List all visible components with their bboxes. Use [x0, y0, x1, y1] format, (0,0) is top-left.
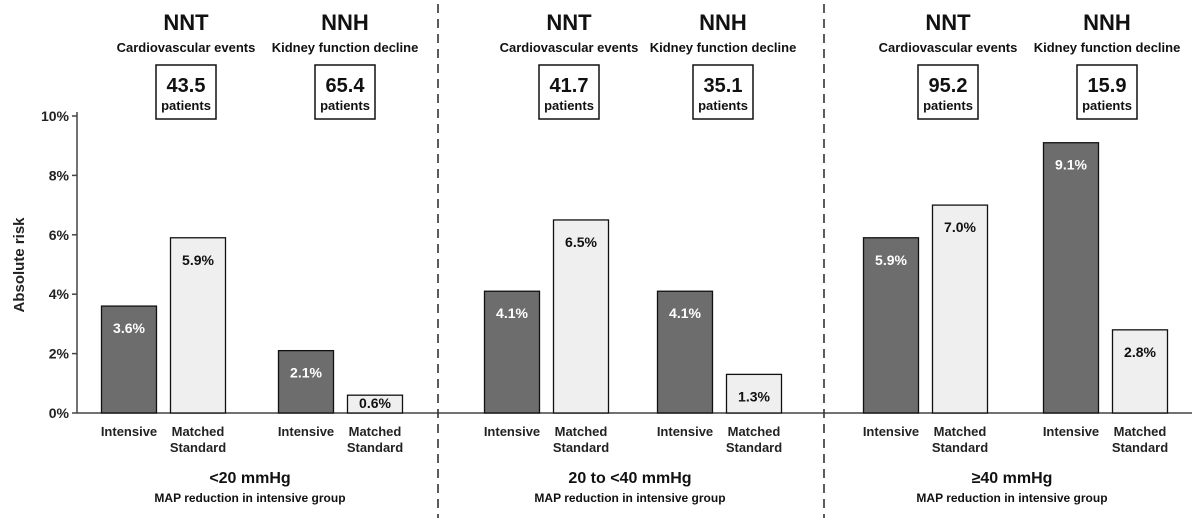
number-unit: patients — [923, 98, 973, 113]
bar-matched-standard — [725, 373, 783, 414]
bar-intensive — [277, 349, 335, 414]
y-tick-label: 4% — [49, 286, 70, 302]
number-box — [538, 64, 600, 120]
number-box — [1076, 64, 1138, 120]
metric-heading: NNT — [925, 10, 971, 35]
x-category-label: Intensive — [1043, 424, 1099, 439]
number-unit: patients — [544, 98, 594, 113]
x-category-label: Standard — [170, 440, 226, 455]
y-tick-label: 8% — [49, 167, 70, 183]
bar-matched-standard — [1111, 329, 1169, 414]
bar-value-label: 9.1% — [1055, 157, 1087, 173]
group-label: <20 mmHg — [209, 470, 290, 487]
metric-heading: NNH — [1083, 10, 1131, 35]
x-category-label: Standard — [1112, 440, 1168, 455]
x-category-label: Intensive — [863, 424, 919, 439]
y-tick-label: 2% — [49, 346, 70, 362]
group-label: ≥40 mmHg — [972, 470, 1053, 487]
y-tick-label: 10% — [41, 108, 70, 124]
group-sublabel: MAP reduction in intensive group — [916, 491, 1107, 505]
outcome-heading: Cardiovascular events — [117, 40, 256, 55]
x-category-label: Matched — [934, 424, 987, 439]
group-sublabel: MAP reduction in intensive group — [154, 491, 345, 505]
bar-matched-standard — [169, 237, 227, 414]
outcome-heading: Cardiovascular events — [500, 40, 639, 55]
number-box — [917, 64, 979, 120]
number-box — [314, 64, 376, 120]
group-sublabel: MAP reduction in intensive group — [534, 491, 725, 505]
x-category-label: Matched — [172, 424, 225, 439]
number-value: 65.4 — [326, 75, 366, 97]
outcome-heading: Cardiovascular events — [879, 40, 1018, 55]
x-category-label: Matched — [728, 424, 781, 439]
group-label: 20 to <40 mmHg — [568, 470, 691, 487]
number-box — [155, 64, 217, 120]
bar-value-label: 2.1% — [290, 365, 322, 381]
x-category-label: Standard — [553, 440, 609, 455]
metric-heading: NNT — [546, 10, 592, 35]
metric-heading: NNH — [321, 10, 369, 35]
bar-value-label: 4.1% — [669, 305, 701, 321]
bar-intensive — [656, 290, 714, 414]
x-category-label: Intensive — [278, 424, 334, 439]
number-value: 95.2 — [929, 75, 968, 97]
x-category-label: Matched — [555, 424, 608, 439]
number-unit: patients — [698, 98, 748, 113]
y-tick-label: 6% — [49, 227, 70, 243]
bar-value-label: 6.5% — [565, 234, 597, 250]
outcome-heading: Kidney function decline — [1034, 40, 1181, 55]
metric-heading: NNT — [163, 10, 209, 35]
bar-matched-standard — [346, 394, 404, 414]
bar-value-label: 2.8% — [1124, 344, 1156, 360]
y-tick-label: 0% — [49, 405, 70, 421]
bar-value-label: 1.3% — [738, 388, 770, 404]
x-category-label: Matched — [349, 424, 402, 439]
bar-value-label: 0.6% — [359, 395, 391, 411]
number-value: 43.5 — [167, 75, 206, 97]
bar-value-label: 5.9% — [875, 252, 907, 268]
number-unit: patients — [161, 98, 211, 113]
x-category-label: Matched — [1114, 424, 1167, 439]
x-category-label: Standard — [932, 440, 988, 455]
outcome-heading: Kidney function decline — [650, 40, 797, 55]
outcome-heading: Kidney function decline — [272, 40, 419, 55]
bar-value-label: 4.1% — [496, 305, 528, 321]
x-category-label: Intensive — [484, 424, 540, 439]
bar-intensive — [483, 290, 541, 414]
bar-matched-standard — [552, 219, 610, 414]
y-axis: 0% 2% 4% 6% 8% 10% — [41, 4, 1192, 518]
x-category-label: Standard — [347, 440, 403, 455]
x-category-label: Standard — [726, 440, 782, 455]
bar-intensive — [1042, 142, 1100, 414]
y-axis-label: Absolute risk — [11, 217, 28, 313]
number-unit: patients — [320, 98, 370, 113]
bar-matched-standard — [931, 204, 989, 414]
number-box — [692, 64, 754, 120]
number-unit: patients — [1082, 98, 1132, 113]
bar-intensive — [100, 305, 158, 414]
number-value: 41.7 — [550, 75, 589, 97]
bar-value-label: 5.9% — [182, 252, 214, 268]
number-value: 15.9 — [1088, 75, 1127, 97]
x-category-label: Intensive — [101, 424, 157, 439]
metric-heading: NNH — [699, 10, 747, 35]
bar-intensive — [862, 237, 920, 414]
number-value: 35.1 — [704, 75, 743, 97]
bar-value-label: 3.6% — [113, 320, 145, 336]
bar-value-label: 7.0% — [944, 219, 976, 235]
x-category-label: Intensive — [657, 424, 713, 439]
